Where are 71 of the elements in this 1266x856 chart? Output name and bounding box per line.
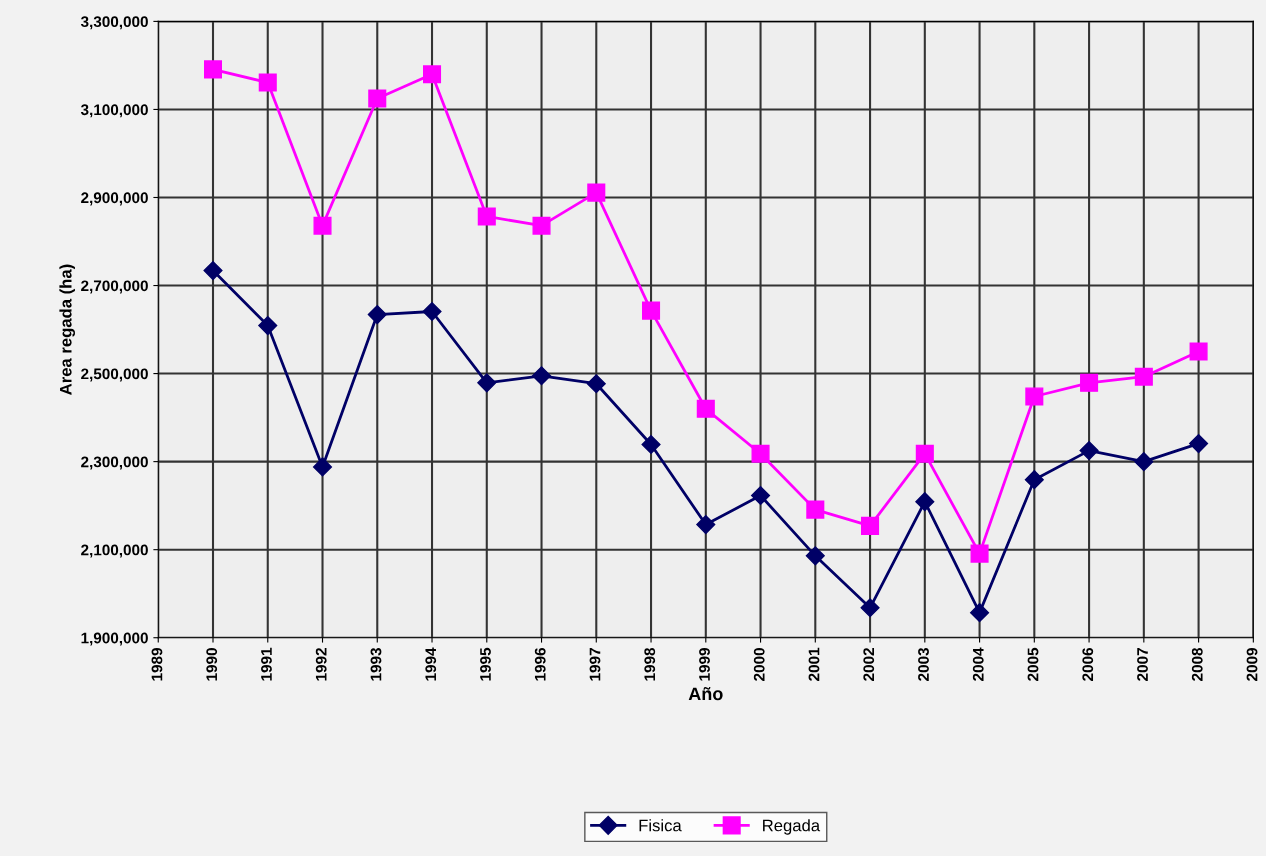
point: [641, 434, 661, 454]
x-tick-label: 2007: [1137, 648, 1148, 681]
point: [1080, 373, 1099, 392]
y-tick-label: 1,900,000: [81, 632, 148, 646]
point: [861, 516, 880, 535]
point: [1025, 387, 1044, 406]
point: [367, 305, 387, 325]
x-tick-label: 2006: [1082, 647, 1094, 681]
point: [805, 546, 825, 566]
point: [313, 216, 332, 235]
point: [258, 73, 277, 92]
x-tick-label: 1998: [644, 647, 656, 681]
x-tick-label: 1989: [151, 648, 163, 681]
point: [422, 65, 442, 84]
point: [970, 603, 990, 623]
point: [368, 89, 387, 108]
point: [477, 207, 496, 226]
point: [258, 316, 278, 336]
y-tick-label: 2,700,000: [81, 280, 148, 294]
point: [915, 444, 934, 463]
point: [587, 183, 606, 202]
point: [806, 500, 825, 519]
point: [477, 373, 497, 393]
point: [970, 544, 989, 563]
point: [1134, 367, 1153, 386]
legend-label: Fisica: [639, 819, 682, 832]
point: [586, 374, 606, 394]
x-tick-label: 1993: [370, 647, 382, 681]
x-tick-label: 2001: [808, 647, 820, 681]
y-tick-label: 2,100,000: [81, 544, 148, 558]
x-tick-label: 2003: [918, 647, 929, 681]
point: [203, 261, 223, 281]
y-axis-title: Area regada (ha): [59, 264, 76, 395]
point: [1189, 434, 1209, 454]
x-tick-label: 1997: [589, 648, 601, 681]
point: [1024, 470, 1044, 490]
x-tick-label: 1996: [534, 647, 546, 681]
x-tick-label: 2000: [753, 648, 765, 681]
point: [1134, 452, 1154, 472]
point: [696, 515, 716, 535]
point: [1189, 342, 1208, 361]
x-tick-label: 1992: [315, 648, 327, 681]
y-tick-label: 2,900,000: [81, 192, 148, 206]
x-tick-label: 2005: [1027, 647, 1039, 681]
x-tick-label: 2009: [1246, 648, 1258, 681]
x-tick-label: 2002: [863, 648, 875, 681]
y-tick-label: 3,300,000: [80, 16, 148, 30]
y-tick-label: 2,500,000: [81, 368, 148, 382]
point: [642, 301, 661, 320]
point: [860, 598, 880, 618]
point: [751, 485, 771, 506]
point: [1079, 441, 1099, 461]
x-tick-label: 1995: [480, 647, 491, 681]
point: [915, 492, 935, 512]
y-tick-label: 2,300,000: [81, 456, 148, 470]
x-tick-label: 1994: [425, 647, 437, 681]
x-tick-label: 1991: [261, 647, 272, 681]
x-tick-label: 2008: [1191, 647, 1203, 681]
point: [532, 216, 551, 235]
x-tick-label: 2004: [972, 647, 984, 681]
x-tick-label: 1999: [699, 648, 710, 681]
y-tick-label: 3,100,000: [80, 104, 148, 118]
x-tick-label: 1990: [206, 648, 218, 681]
point: [751, 444, 770, 463]
point: [203, 60, 223, 79]
point: [531, 366, 552, 386]
legend-label: Regada: [763, 819, 821, 835]
point: [422, 301, 442, 322]
point: [696, 399, 715, 418]
point: [312, 457, 333, 477]
x-axis-title: Año: [688, 687, 723, 701]
